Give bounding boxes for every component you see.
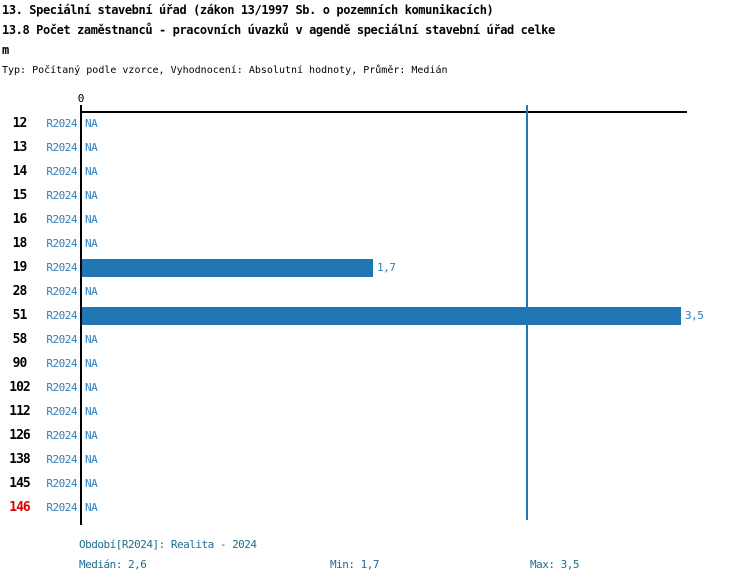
value-bar [82,259,373,277]
row-period-label: R2024 [46,477,77,490]
row-value-label: NA [85,333,98,346]
legend-min-label: Min: 1,7 [330,558,379,571]
legend-max-label: Max: 3,5 [530,558,579,571]
row-value-label: NA [85,213,98,226]
chart-row: 138 R2024 NA [0,448,750,472]
chart-row: 112 R2024 NA [0,400,750,424]
chart-row: 146 R2024 NA [0,496,750,520]
row-period-label: R2024 [46,261,77,274]
row-category-label: 102 [9,380,30,395]
row-category-label: 14 [12,164,28,179]
row-period-label: R2024 [46,117,77,130]
legend-period-label: Období[R2024]: Realita - 2024 [79,538,257,551]
row-category-label: 146 [9,500,30,515]
chart-row: 19 R2024 1,7 [0,256,750,280]
row-period-label: R2024 [46,501,77,514]
row-category-label: 16 [12,212,28,227]
chart-title-line3: m [2,43,9,57]
row-value-label: NA [85,357,98,370]
row-period-label: R2024 [46,285,77,298]
row-period-label: R2024 [46,237,77,250]
row-value-label: NA [85,477,98,490]
row-period-label: R2024 [46,405,77,418]
legend-median-label: Medián: 2,6 [79,558,147,571]
row-value-label: NA [85,285,98,298]
row-category-label: 145 [9,476,30,491]
row-value-label: NA [85,189,98,202]
row-period-label: R2024 [46,333,77,346]
row-value-label: 3,5 [685,309,704,322]
row-category-label: 126 [9,428,30,443]
row-value-label: NA [85,453,98,466]
row-period-label: R2024 [46,165,77,178]
row-period-label: R2024 [46,453,77,466]
row-category-label: 13 [12,140,28,155]
chart-title-line1: 13. Speciální stavební úřad (zákon 13/19… [2,3,494,17]
row-value-label: NA [85,141,98,154]
x-axis-zero-tick-label: 0 [77,92,85,105]
row-category-label: 18 [12,236,28,251]
row-value-label: NA [85,405,98,418]
chart-row: 102 R2024 NA [0,376,750,400]
row-period-label: R2024 [46,381,77,394]
row-category-label: 112 [9,404,30,419]
y-axis-line [80,105,82,525]
row-period-label: R2024 [46,357,77,370]
row-value-label: NA [85,117,98,130]
row-value-label: 1,7 [377,261,396,274]
chart-row: 58 R2024 NA [0,328,750,352]
row-value-label: NA [85,429,98,442]
chart-row: 12 R2024 NA [0,112,750,136]
row-category-label: 51 [12,308,28,323]
row-category-label: 15 [12,188,28,203]
row-category-label: 19 [12,260,28,275]
row-period-label: R2024 [46,213,77,226]
chart-row: 14 R2024 NA [0,160,750,184]
row-period-label: R2024 [46,141,77,154]
row-category-label: 28 [12,284,28,299]
chart-row: 28 R2024 NA [0,280,750,304]
chart-row: 13 R2024 NA [0,136,750,160]
chart-row: 16 R2024 NA [0,208,750,232]
row-category-label: 12 [12,116,28,131]
chart-row: 15 R2024 NA [0,184,750,208]
x-axis-line [80,111,687,113]
chart-row: 18 R2024 NA [0,232,750,256]
row-category-label: 58 [12,332,28,347]
row-category-label: 138 [9,452,30,467]
row-period-label: R2024 [46,309,77,322]
row-value-label: NA [85,501,98,514]
row-category-label: 90 [12,356,28,371]
row-period-label: R2024 [46,189,77,202]
row-value-label: NA [85,381,98,394]
chart-title-line2: 13.8 Počet zaměstnanců - pracovních úvaz… [2,23,555,37]
chart-row: 126 R2024 NA [0,424,750,448]
value-bar [82,307,681,325]
chart-row: 145 R2024 NA [0,472,750,496]
chart-row: 51 R2024 3,5 [0,304,750,328]
row-value-label: NA [85,237,98,250]
row-period-label: R2024 [46,429,77,442]
row-value-label: NA [85,165,98,178]
chart-row: 90 R2024 NA [0,352,750,376]
chart-meta-line: Typ: Počítaný podle vzorce, Vyhodnocení:… [2,65,448,76]
